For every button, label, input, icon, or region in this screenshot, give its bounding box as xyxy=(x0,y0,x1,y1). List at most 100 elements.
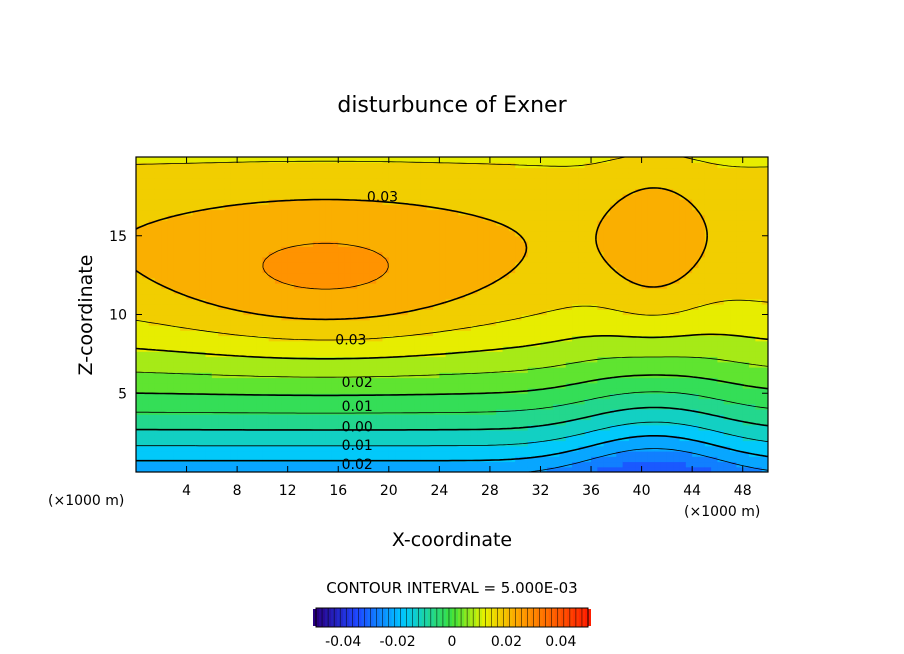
field-cell xyxy=(546,451,554,457)
field-cell xyxy=(306,414,314,421)
field-cell xyxy=(591,172,598,179)
field-cell xyxy=(591,251,598,258)
field-cell xyxy=(414,367,421,373)
field-cell xyxy=(628,346,636,352)
field-cell xyxy=(622,361,630,368)
field-cell xyxy=(388,314,396,321)
field-cell xyxy=(559,272,567,279)
field-cell xyxy=(483,377,491,384)
field-cell xyxy=(445,403,453,410)
field-cell xyxy=(350,398,358,405)
field-cell xyxy=(205,424,213,431)
field-cell xyxy=(338,340,346,347)
field-cell xyxy=(565,409,573,415)
field-cell xyxy=(527,340,535,347)
field-cell xyxy=(312,414,320,421)
field-cell xyxy=(553,288,561,295)
field-cell xyxy=(319,246,327,253)
field-cell xyxy=(477,440,485,447)
field-cell xyxy=(224,325,232,331)
field-cell xyxy=(300,298,308,305)
field-cell xyxy=(628,235,636,242)
field-cell xyxy=(401,424,409,431)
field-cell xyxy=(218,235,226,242)
field-cell xyxy=(477,382,485,389)
field-cell xyxy=(294,377,301,384)
field-cell xyxy=(515,435,523,442)
field-cell xyxy=(376,388,384,394)
field-cell xyxy=(515,409,523,415)
field-cell xyxy=(369,298,377,305)
field-cell xyxy=(395,220,403,226)
field-cell xyxy=(578,319,586,326)
field-cell xyxy=(641,424,649,431)
field-cell xyxy=(458,430,466,436)
field-cell xyxy=(527,445,535,452)
field-cell xyxy=(610,298,617,305)
field-cell xyxy=(186,388,194,394)
field-cell xyxy=(167,409,175,415)
field-cell xyxy=(148,288,156,295)
field-cell xyxy=(300,241,308,247)
field-cell xyxy=(508,272,516,279)
field-cell xyxy=(439,461,447,468)
field-cell xyxy=(534,172,542,179)
field-cell xyxy=(654,246,662,253)
field-cell xyxy=(654,162,662,169)
field-cell xyxy=(300,445,308,452)
field-cell xyxy=(363,319,371,326)
field-cell xyxy=(578,325,586,331)
field-cell xyxy=(237,393,245,400)
field-cell xyxy=(230,424,238,431)
field-cell xyxy=(161,409,169,415)
field-cell xyxy=(382,319,390,326)
field-cell xyxy=(603,167,611,174)
field-cell xyxy=(306,445,314,452)
field-cell xyxy=(527,193,535,200)
field-cell xyxy=(553,214,561,221)
field-cell xyxy=(635,262,643,268)
field-cell xyxy=(338,235,346,242)
field-cell xyxy=(515,372,523,379)
field-cell xyxy=(647,199,655,205)
field-cell xyxy=(230,351,238,358)
field-cell xyxy=(426,466,434,472)
field-cell xyxy=(452,214,459,221)
field-cell xyxy=(281,335,289,342)
field-cell xyxy=(268,241,276,247)
field-cell xyxy=(597,246,605,253)
field-cell xyxy=(268,314,276,321)
field-cell xyxy=(546,393,554,400)
field-cell xyxy=(565,283,573,289)
field-cell xyxy=(268,230,276,237)
field-cell xyxy=(142,424,150,431)
field-cell xyxy=(186,214,194,221)
field-cell xyxy=(262,403,270,410)
field-cell xyxy=(180,293,188,300)
field-cell xyxy=(521,319,529,326)
field-cell xyxy=(502,178,510,184)
field-cell xyxy=(192,251,200,258)
field-cell xyxy=(199,241,207,247)
field-cell xyxy=(344,430,352,436)
field-cell xyxy=(565,414,573,421)
field-cell xyxy=(610,335,617,342)
field-cell xyxy=(534,293,542,300)
field-cell xyxy=(287,351,295,358)
field-cell xyxy=(641,361,649,368)
field-cell xyxy=(376,298,384,305)
field-cell xyxy=(534,351,542,358)
field-cell xyxy=(192,440,200,447)
field-cell xyxy=(401,277,409,284)
field-cell xyxy=(268,325,276,331)
field-cell xyxy=(616,188,624,195)
field-cell xyxy=(192,314,200,321)
field-cell xyxy=(256,251,263,258)
field-cell xyxy=(489,157,497,163)
field-cell xyxy=(256,361,263,368)
field-cell xyxy=(306,225,314,232)
field-cell xyxy=(300,367,308,373)
field-cell xyxy=(186,230,194,237)
field-cell xyxy=(369,346,377,352)
field-cell xyxy=(641,451,649,457)
